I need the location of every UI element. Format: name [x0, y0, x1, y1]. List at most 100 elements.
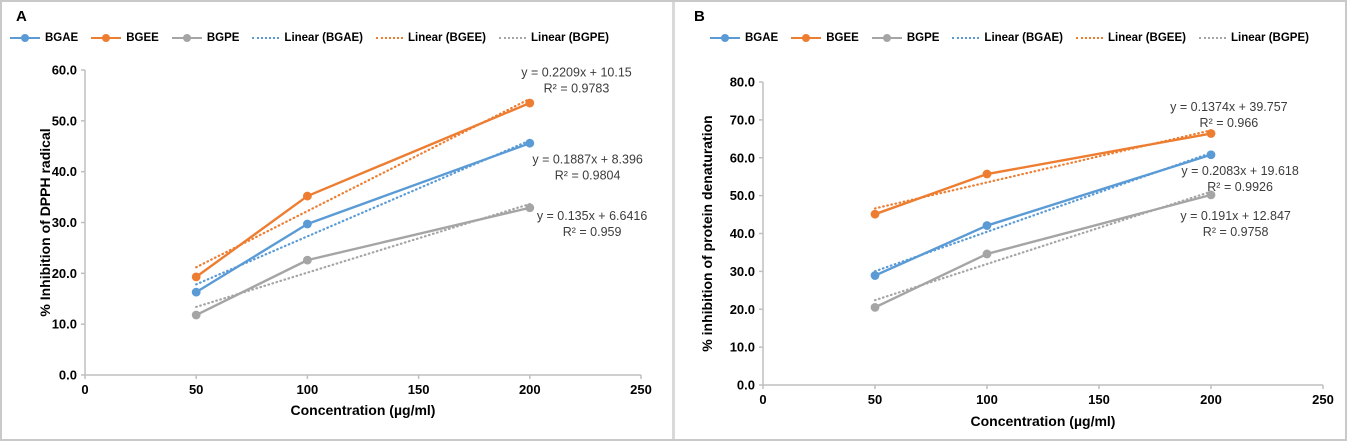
equation-annotation: y = 0.135x + 6.6416 — [537, 209, 648, 223]
legend-line-marker — [171, 33, 202, 42]
series-line-bgae — [194, 141, 531, 294]
protein-denaturation-chart-svg: 0.0 10.0 20.0 30.0 40.0 50.0 60.0 70.0 80.0 0 50 10… — [699, 75, 1334, 430]
legend-dotted-line-marker — [952, 37, 980, 39]
y-tick-label: 70.0 — [730, 112, 755, 127]
data-point-bgpe — [191, 310, 201, 320]
legend-panel-a: BGAE BGEE BGPE Linear (BGAE) Linear (BGEE) Li… — [10, 32, 609, 44]
legend-dotted-line-marker — [376, 37, 404, 39]
legend-dot-marker — [802, 33, 811, 42]
legend-line-marker — [91, 33, 122, 42]
legend-label: Linear (BGAE) — [984, 32, 1064, 44]
data-point-bgee — [191, 272, 201, 282]
x-tick-label: 200 — [1200, 392, 1222, 407]
equation-annotation: R² = 0.9758 — [1203, 225, 1269, 239]
y-axis-title: % Inhibition of DPPH radical — [37, 128, 53, 316]
y-tick-label: 0.0 — [737, 378, 755, 393]
chart-panel-a: A BGAE BGEE BGPE Linear (BGAE) Linear (BGEE)… — [2, 2, 672, 439]
data-point-bgae — [191, 287, 201, 297]
data-point-bgae — [525, 138, 535, 148]
data-point-bgee — [1206, 129, 1216, 138]
legend-item-bgpe: BGPE — [871, 32, 940, 44]
legend-label: BGAE — [745, 32, 779, 44]
y-tick-label: 40.0 — [52, 164, 77, 179]
x-tick-label: 200 — [519, 382, 541, 397]
equation-annotation: y = 0.2083x + 19.618 — [1181, 164, 1299, 178]
legend-line-marker — [10, 33, 40, 42]
x-tick-label: 0 — [759, 392, 766, 407]
legend-item-bgae: BGAE — [710, 32, 778, 44]
legend-label: BGEE — [826, 32, 859, 44]
legend-item-linear-bgae: Linear (BGAE) — [952, 32, 1063, 44]
legend-line-marker — [871, 33, 902, 42]
legend-label: Linear (BGPE) — [1230, 32, 1309, 44]
y-tick-label: 0.0 — [59, 368, 77, 383]
equation-annotation: y = 0.191x + 12.847 — [1180, 209, 1291, 223]
data-point-bgae — [303, 219, 312, 229]
y-tick-label: 80.0 — [730, 75, 755, 90]
trendline-linear-bgee — [873, 129, 1213, 210]
equation-annotation: R² = 0.9804 — [555, 169, 621, 183]
series-line-bgee — [873, 132, 1213, 216]
dpph-chart-svg: 0.0 10.0 20.0 30.0 40.0 50.0 60.0 0 50 100 150 200 2… — [37, 63, 652, 419]
y-tick-label: 30.0 — [730, 264, 755, 279]
data-point-bgee — [982, 169, 992, 179]
legend-label: Linear (BGAE) — [284, 32, 364, 44]
legend-line-marker — [710, 33, 740, 42]
y-tick-label: 20.0 — [52, 266, 77, 281]
legend-dot-marker — [721, 33, 729, 42]
equation-annotation: R² = 0.959 — [563, 225, 622, 239]
legend-dotted-line-marker — [498, 37, 526, 39]
data-point-bgpe — [303, 255, 312, 265]
data-point-bgpe — [525, 203, 535, 213]
data-point-bgpe — [870, 302, 880, 312]
data-point-bgpe — [982, 249, 992, 259]
legend-item-bgae: BGAE — [10, 32, 78, 44]
x-axis-title: Concentration (µg/ml) — [291, 402, 436, 418]
x-tick-label: 50 — [868, 392, 882, 407]
legend-item-linear-bgpe: Linear (BGPE) — [1198, 32, 1309, 44]
legend-dotted-line-marker — [1076, 37, 1104, 39]
y-tick-label: 60.0 — [730, 150, 755, 165]
series-line-bgee — [194, 101, 531, 279]
legend-item-bgpe: BGPE — [171, 32, 239, 44]
legend-item-linear-bgee: Linear (BGEE) — [376, 32, 486, 44]
x-tick-label: 100 — [976, 392, 998, 407]
x-tick-label: 50 — [189, 382, 203, 397]
equation-annotation: y = 0.1374x + 39.757 — [1170, 100, 1288, 114]
data-point-bgee — [525, 98, 535, 108]
equation-annotation: y = 0.1887x + 8.396 — [532, 153, 643, 167]
legend-item-linear-bgpe: Linear (BGPE) — [498, 32, 609, 44]
x-tick-label: 100 — [297, 382, 319, 397]
legend-item-linear-bgae: Linear (BGAE) — [252, 32, 363, 44]
legend-dotted-line-marker — [1198, 37, 1226, 39]
series-line-bgpe — [873, 193, 1213, 309]
y-tick-label: 50.0 — [52, 113, 77, 128]
legend-item-bgee: BGEE — [91, 32, 159, 44]
data-point-bgee — [870, 209, 880, 219]
x-tick-label: 0 — [81, 382, 88, 397]
legend-line-marker — [791, 33, 822, 42]
legend-panel-b: BGAE BGEE BGPE Linear (BGAE) Linear (BGEE) Li… — [710, 32, 1309, 44]
x-tick-label: 150 — [408, 382, 430, 397]
legend-dot-marker — [182, 33, 191, 42]
legend-item-linear-bgee: Linear (BGEE) — [1076, 32, 1186, 44]
series-line-bgae — [873, 153, 1213, 277]
legend-dotted-line-marker — [252, 37, 280, 39]
data-point-bgee — [303, 191, 312, 201]
x-axis-title: Concentration (µg/ml) — [971, 413, 1116, 429]
legend-item-bgee: BGEE — [791, 32, 859, 44]
y-tick-label: 20.0 — [730, 302, 755, 317]
equation-annotation: R² = 0.966 — [1200, 116, 1259, 130]
legend-label: BGAE — [45, 32, 79, 44]
legend-label: Linear (BGPE) — [530, 32, 609, 44]
legend-label: BGPE — [906, 32, 940, 44]
x-tick-label: 150 — [1088, 392, 1110, 407]
y-tick-label: 40.0 — [730, 226, 755, 241]
y-tick-label: 60.0 — [52, 63, 77, 78]
legend-label: Linear (BGEE) — [1108, 32, 1186, 44]
legend-label: BGEE — [126, 32, 159, 44]
panel-a-label: A — [16, 8, 27, 25]
equation-annotation: R² = 0.9926 — [1207, 180, 1273, 194]
chart-panel-b: B BGAE BGEE BGPE Linear (BGAE) Linear (BGEE)… — [672, 2, 1345, 439]
